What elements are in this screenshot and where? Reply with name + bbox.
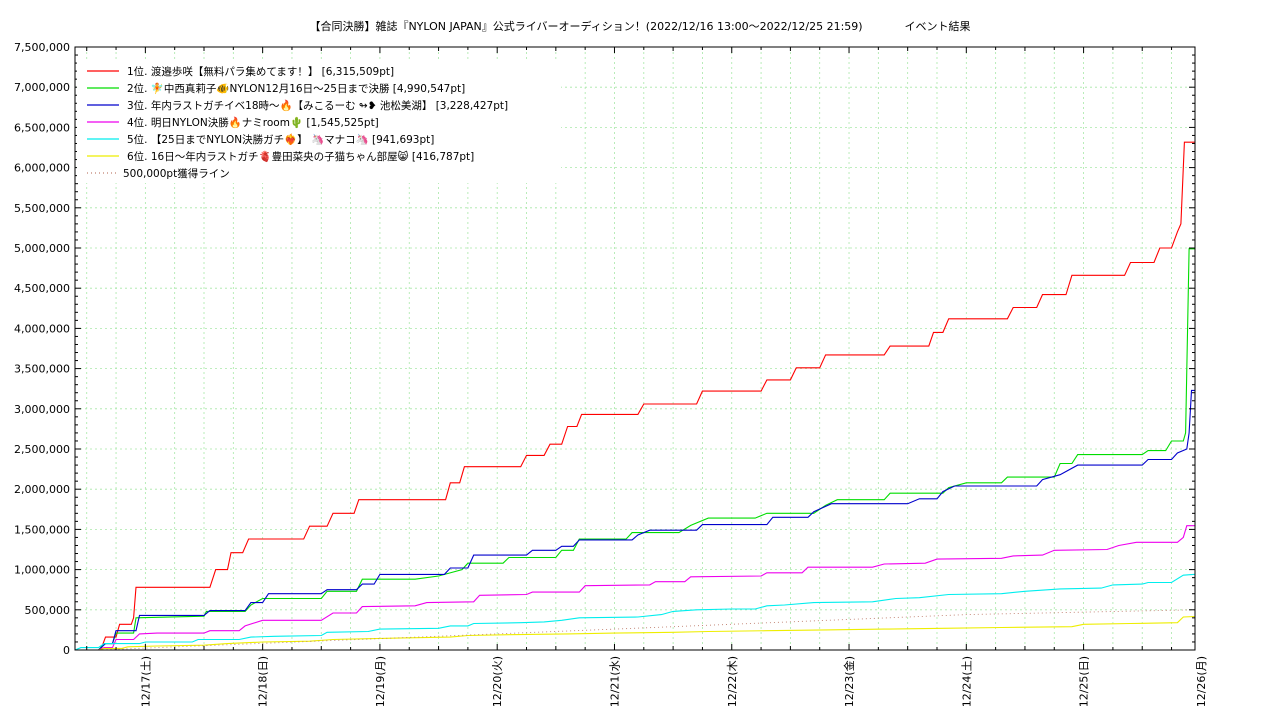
legend-entry: 500,000pt獲得ライン bbox=[123, 167, 230, 180]
legend-entry: 4位. 明日NYLON決勝🔥ナミroom🌵 [1,545,525pt] bbox=[127, 116, 379, 129]
x-tick-label: 12/19(月) bbox=[374, 656, 387, 707]
x-tick-label: 12/25(日) bbox=[1078, 656, 1091, 707]
x-tick-label: 12/20(火) bbox=[491, 656, 504, 707]
y-tick-label: 7,000,000 bbox=[14, 81, 70, 94]
y-tick-label: 4,500,000 bbox=[14, 282, 70, 295]
legend-entry: 1位. 渡邉歩咲【無料パラ集めてます！】 [6,315,509pt] bbox=[127, 65, 394, 78]
y-axis-tick-labels: 0 500,000 1,000,000 1,500,000 2,000,000 2,500… bbox=[14, 41, 70, 657]
x-tick-label: 12/24(土) bbox=[960, 656, 973, 707]
series-line bbox=[98, 609, 1196, 651]
series-line bbox=[98, 525, 1195, 651]
series-line bbox=[74, 573, 1196, 651]
y-tick-label: 2,000,000 bbox=[14, 483, 70, 496]
series-line bbox=[98, 248, 1195, 651]
series-line bbox=[98, 615, 1196, 651]
y-tick-label: 1,000,000 bbox=[14, 564, 70, 577]
series-lines bbox=[74, 141, 1196, 651]
x-tick-label: 12/21(水) bbox=[608, 656, 621, 707]
legend: 1位. 渡邉歩咲【無料パラ集めてます！】 [6,315,509pt] 2位. 🧚中… bbox=[77, 61, 561, 183]
chart-title-text: 【合同決勝】雑誌『NYLON JAPAN』公式ライバーオーディション！(2022… bbox=[309, 20, 863, 33]
x-tick-label: 12/23(金) bbox=[842, 656, 856, 707]
y-tick-label: 0 bbox=[63, 644, 70, 657]
legend-entry: 3位. 年内ラストガチイベ18時〜🔥【みこるーむ ↬❥ 池松美湖】 [3,228… bbox=[127, 99, 508, 112]
x-tick-label: 12/26(月) bbox=[1195, 656, 1208, 707]
plot-frame bbox=[74, 46, 1196, 651]
y-tick-label: 6,500,000 bbox=[14, 121, 70, 134]
series-line bbox=[100, 141, 1195, 651]
legend-background bbox=[77, 61, 561, 183]
chart-subtitle: イベント結果 bbox=[904, 20, 971, 33]
chart-title: 【合同決勝】雑誌『NYLON JAPAN』公式ライバーオーディション！(2022… bbox=[0, 18, 1280, 34]
y-tick-label: 5,000,000 bbox=[14, 242, 70, 255]
y-tick-label: 4,000,000 bbox=[14, 322, 70, 335]
y-tick-label: 500,000 bbox=[25, 604, 71, 617]
axis-ticks bbox=[75, 46, 1195, 651]
x-tick-label: 12/22(木) bbox=[726, 656, 739, 707]
x-axis-tick-labels: 12/17(土) 12/18(日) 12/19(月) 12/20(火) 12/21(水)… bbox=[139, 656, 1207, 707]
x-tick-label: 12/18(日) bbox=[257, 656, 270, 707]
y-tick-label: 7,500,000 bbox=[14, 41, 70, 54]
x-tick-label: 12/17(土) bbox=[139, 656, 152, 707]
y-tick-label: 2,500,000 bbox=[14, 443, 70, 456]
y-tick-label: 5,500,000 bbox=[14, 202, 70, 215]
y-tick-label: 3,000,000 bbox=[14, 403, 70, 416]
y-tick-label: 6,000,000 bbox=[14, 162, 70, 175]
legend-entry: 6位. 16日〜年内ラストガチ🫀豊田菜央の子猫ちゃん部屋😸 [416,787pt… bbox=[127, 150, 474, 163]
y-tick-label: 3,500,000 bbox=[14, 363, 70, 376]
series-line bbox=[98, 389, 1195, 651]
legend-entry: 2位. 🧚中西真莉子🐠NYLON12月16日〜25日まで決勝 [4,990,54… bbox=[127, 82, 465, 95]
legend-entry: 5位. 【25日までNYLON決勝ガチ❤️‍🔥】 🦄マナコ🦄 [941,693p… bbox=[127, 133, 434, 146]
y-tick-label: 1,500,000 bbox=[14, 523, 70, 536]
